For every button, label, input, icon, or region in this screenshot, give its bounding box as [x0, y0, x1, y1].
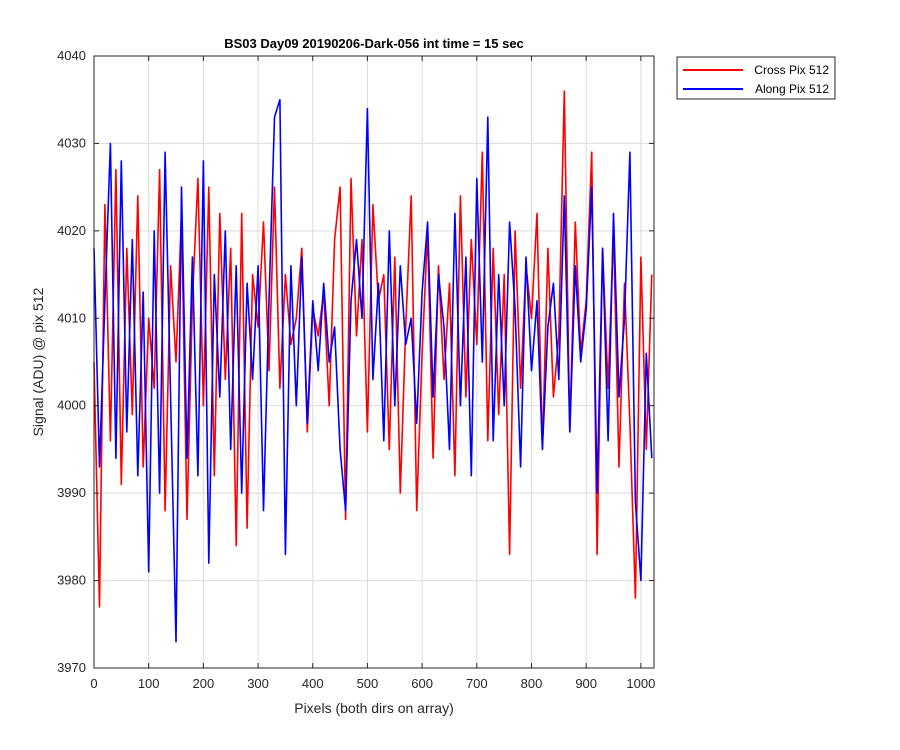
y-tick-label: 4030 [57, 135, 86, 150]
series-line-1 [93, 90, 653, 608]
x-tick-label: 0 [90, 676, 97, 691]
x-tick-label: 500 [357, 676, 379, 691]
legend-label-2: Along Pix 512 [755, 82, 829, 96]
x-tick-label: 700 [466, 676, 488, 691]
series-line-2 [93, 98, 653, 643]
series-layer [93, 90, 653, 643]
y-axis-label: Signal (ADU) @ pix 512 [30, 287, 46, 436]
y-tick-label: 4040 [57, 48, 86, 63]
y-tick-label: 4010 [57, 310, 86, 325]
legend-box [676, 56, 836, 100]
x-tick-label: 400 [302, 676, 324, 691]
legend: Cross Pix 512 Along Pix 512 [676, 56, 836, 100]
y-tick-label: 3980 [57, 573, 86, 588]
x-tick-label: 600 [411, 676, 433, 691]
ticks: 0 100 200 300 400 500 600 700 800 900 1000 3970 3980… [57, 48, 655, 691]
legend-label-1: Cross Pix 512 [754, 63, 829, 77]
plot-frame [93, 55, 655, 669]
x-tick-label: 900 [575, 676, 597, 691]
y-tick-label: 3970 [57, 660, 86, 675]
x-tick-label: 800 [521, 676, 543, 691]
y-tick-label: 4000 [57, 398, 86, 413]
x-tick-label: 300 [247, 676, 269, 691]
x-axis-label: Pixels (both dirs on array) [294, 700, 454, 716]
x-tick-label: 1000 [626, 676, 655, 691]
y-tick-label: 4020 [57, 223, 86, 238]
y-tick-label: 3990 [57, 485, 86, 500]
x-tick-label: 200 [193, 676, 215, 691]
chart-title: BS03 Day09 20190206-Dark-056 int time = … [224, 36, 524, 51]
x-tick-label: 100 [138, 676, 160, 691]
